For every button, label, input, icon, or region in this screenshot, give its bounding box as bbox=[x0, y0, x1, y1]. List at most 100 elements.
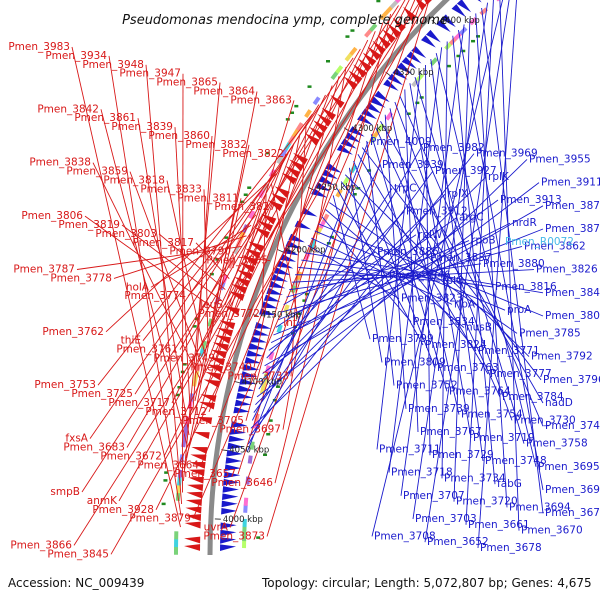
left-connector bbox=[174, 127, 192, 424]
gene-label-right: Pmen_3880 bbox=[483, 258, 545, 270]
rna-tick bbox=[367, 169, 372, 172]
right-connector bbox=[280, 245, 523, 313]
cog-block bbox=[330, 71, 339, 81]
rna-tick bbox=[446, 64, 451, 68]
gene-label-right: Pmen_3834 bbox=[413, 316, 475, 328]
left-connector bbox=[108, 55, 182, 516]
gene-label-right: Pmen_4009 bbox=[370, 136, 432, 148]
cog-block bbox=[379, 11, 388, 21]
cog-block bbox=[415, 73, 425, 82]
left-connector bbox=[126, 48, 361, 448]
gene-label-left: Pmen_3838 bbox=[29, 157, 91, 169]
gene-label-right: Pmen_3874 bbox=[545, 223, 600, 235]
gene-label-left: Pmen_3740 bbox=[190, 361, 252, 373]
forward-gene-mark bbox=[193, 431, 210, 440]
left-connector bbox=[97, 113, 313, 386]
right-connector bbox=[371, 0, 504, 537]
left-connector bbox=[192, 0, 416, 519]
reverse-gene-mark bbox=[325, 163, 342, 173]
rna-tick bbox=[266, 432, 271, 436]
right-connector bbox=[430, 58, 484, 462]
right-connector bbox=[314, 230, 506, 311]
gene-label-left: Pmen_3860 bbox=[148, 130, 210, 142]
gene-label-right: Pmen_3661 bbox=[468, 519, 530, 531]
cog-block bbox=[411, 78, 420, 88]
cog-block bbox=[372, 128, 381, 138]
reverse-gene-mark bbox=[220, 529, 237, 537]
forward-gene-mark bbox=[317, 113, 332, 127]
left-connector bbox=[92, 162, 201, 379]
forward-gene-mark bbox=[185, 499, 202, 507]
cog-block bbox=[276, 324, 283, 334]
reverse-gene-mark bbox=[396, 62, 413, 75]
gene-label-left: Pmen_3805 bbox=[206, 255, 268, 267]
right-connector bbox=[253, 170, 434, 413]
rna-tick bbox=[290, 111, 295, 114]
rna-tick bbox=[192, 325, 197, 328]
label-connector-layer bbox=[71, 0, 544, 555]
right-connector bbox=[270, 222, 511, 344]
gene-label-right: rplW bbox=[418, 229, 443, 241]
reverse-gene-mark bbox=[222, 486, 239, 493]
right-connector bbox=[425, 64, 431, 456]
reverse-gene-mark bbox=[344, 132, 361, 143]
rna-tick bbox=[302, 299, 307, 302]
rna-tick bbox=[419, 96, 424, 99]
gene-label-left: Pmen_3822 bbox=[222, 148, 284, 160]
reverse-gene-mark bbox=[233, 406, 250, 414]
gene-label-left: Pmen_3761 bbox=[116, 344, 178, 356]
rna-tick bbox=[352, 193, 357, 196]
kbp-label: 4350 kbp bbox=[394, 68, 434, 78]
left-connector bbox=[187, 214, 257, 297]
kbp-label: 4200 kbp bbox=[286, 246, 326, 256]
gene-label-left: Pmen_3845 bbox=[47, 548, 109, 560]
reverse-gene-mark bbox=[228, 435, 245, 443]
cog-block bbox=[261, 378, 268, 388]
gene-label-right: Pmen_3673 bbox=[545, 507, 600, 519]
left-connector bbox=[166, 180, 206, 356]
cog-block bbox=[344, 52, 353, 62]
gene-label-left: Pmen_3827 bbox=[214, 201, 276, 213]
gene-label-left: fxsA bbox=[65, 433, 88, 445]
cog-block bbox=[248, 210, 256, 220]
gene-label-right: Pmen_3982 bbox=[423, 142, 485, 154]
cog-block bbox=[389, 0, 399, 9]
gene-label-right: Pmen_3784 bbox=[502, 391, 564, 403]
reverse-gene-mark bbox=[226, 449, 243, 457]
gene-label-left: Pmen_3672 bbox=[100, 450, 162, 462]
rna-tick bbox=[275, 385, 280, 388]
gene-label-right: rplQ bbox=[442, 275, 464, 287]
gene-label-left: leuS bbox=[200, 299, 223, 311]
gene-label-right: argC bbox=[459, 211, 484, 223]
right-connector bbox=[475, 13, 508, 508]
kbp-tick bbox=[252, 314, 259, 317]
gene-label-left: Pmen_3861 bbox=[74, 112, 136, 124]
cog-block bbox=[247, 455, 253, 464]
reverse-gene-mark bbox=[237, 385, 255, 392]
kbp-label: 4050 kbp bbox=[229, 446, 269, 456]
forward-gene-mark bbox=[184, 536, 201, 544]
rna-tick bbox=[297, 312, 302, 315]
gene-label-left: Pmen_3947 bbox=[119, 68, 181, 80]
cog-block bbox=[291, 128, 300, 138]
reverse-gene-mark bbox=[227, 442, 244, 450]
left-connector bbox=[179, 153, 289, 350]
gene-label-right: Pmen_3739 bbox=[408, 403, 470, 415]
right-connector bbox=[361, 147, 542, 381]
cog-block bbox=[200, 340, 207, 350]
kbp-tick bbox=[277, 249, 284, 253]
left-connector bbox=[121, 224, 222, 301]
gene-label-left: Pmen_3683 bbox=[63, 442, 125, 454]
rna-tick bbox=[263, 453, 268, 457]
cog-block bbox=[279, 148, 288, 158]
right-connector bbox=[370, 134, 448, 392]
gene-label-left: Pmen_3787 bbox=[13, 264, 75, 276]
rna-tick bbox=[163, 479, 168, 482]
gene-label-right: Pmen_3816 bbox=[495, 281, 557, 293]
gene-label-right: nadD bbox=[545, 397, 573, 409]
right-connector bbox=[394, 101, 513, 421]
gene-label-left: uvrA bbox=[204, 522, 229, 534]
gene-label-left: Pmen_3879 bbox=[129, 513, 191, 525]
rna-tick bbox=[471, 39, 476, 43]
right-connector bbox=[499, 0, 520, 531]
